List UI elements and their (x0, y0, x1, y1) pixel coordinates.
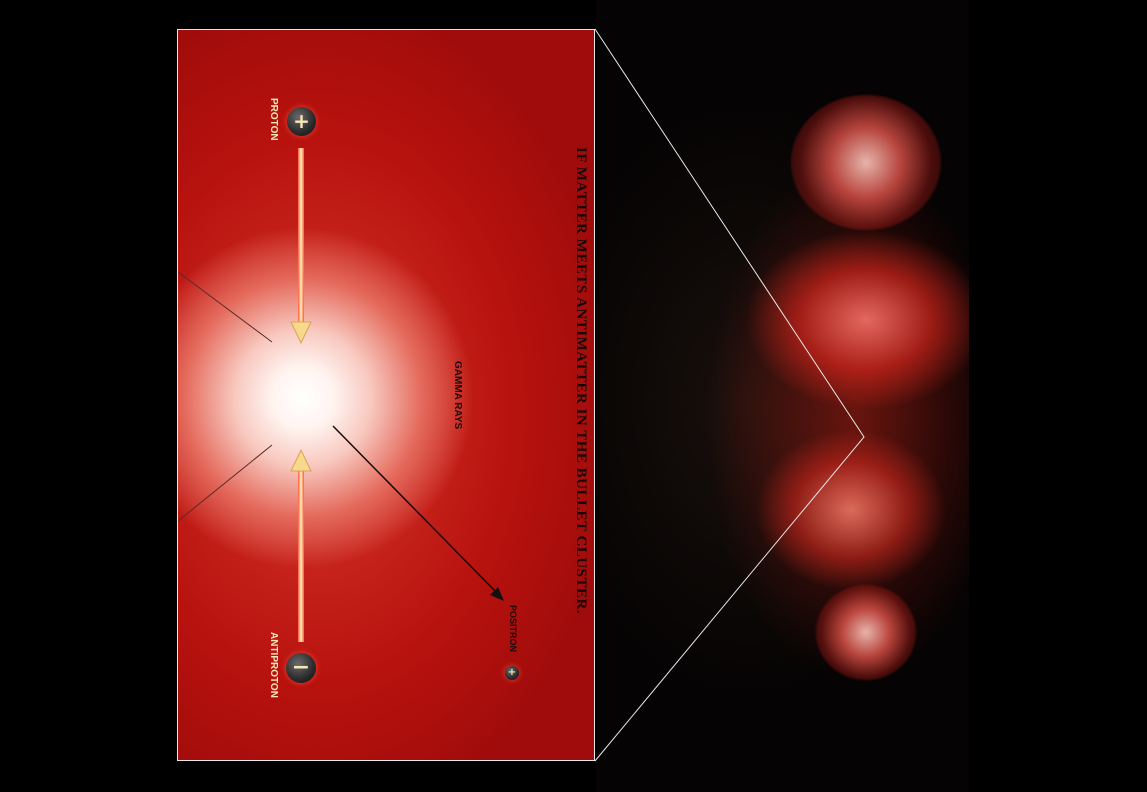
positron-particle-icon: + (505, 666, 519, 680)
antiproton-arrowhead (290, 448, 312, 472)
antiproton-particle-icon: − (286, 653, 316, 683)
positron-arrowhead (490, 587, 504, 601)
inset-panel (177, 29, 595, 761)
positron-label: POSITRON (508, 605, 518, 653)
positron-path (332, 425, 499, 595)
space-background (596, 0, 969, 792)
proton-arrowhead (290, 321, 312, 345)
gamma-rays-label: GAMMA RAYS (452, 361, 463, 430)
lower-galaxy-cluster (816, 585, 916, 680)
antiproton-label: ANTIPROTON (268, 632, 279, 698)
proton-label: PROTON (268, 98, 279, 141)
antiproton-beam (298, 471, 304, 642)
panel-arrows (178, 148, 504, 642)
diagram-title: IF MATTER MEETS ANTIMATTER IN THE BULLET… (573, 147, 589, 615)
gamma-ray-line-upper-left (178, 271, 273, 343)
proton-beam (298, 148, 304, 326)
gamma-ray-line-lower-left (178, 444, 273, 522)
upper-galaxy-cluster (791, 95, 941, 230)
proton-particle-icon: + (287, 107, 316, 136)
